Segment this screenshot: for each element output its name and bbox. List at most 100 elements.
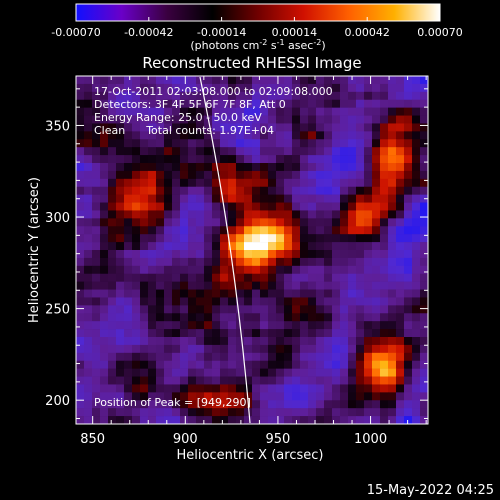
heatmap-cell xyxy=(84,400,93,409)
heatmap-cell xyxy=(124,155,133,164)
heatmap-cell xyxy=(372,218,381,227)
heatmap-cell xyxy=(236,305,245,314)
heatmap-cell xyxy=(180,392,189,401)
heatmap-cell xyxy=(292,202,301,211)
heatmap-cell xyxy=(132,131,141,140)
detectors-annotation: Detectors: 3F 4F 5F 6F 7F 8F, Att 0 xyxy=(94,98,286,111)
heatmap-cell xyxy=(156,91,165,101)
heatmap-cell xyxy=(92,210,101,219)
heatmap-cell xyxy=(356,250,365,259)
heatmap-cell xyxy=(308,131,317,140)
heatmap-cell xyxy=(236,250,245,259)
heatmap-cell xyxy=(348,139,357,148)
heatmap-cell xyxy=(148,313,157,322)
heatmap-cell xyxy=(332,107,341,116)
heatmap-cell xyxy=(116,139,125,148)
heatmap-cell xyxy=(372,76,381,85)
heatmap-cell xyxy=(420,368,428,377)
heatmap-cell xyxy=(92,115,101,124)
heatmap-cell xyxy=(356,281,365,290)
heatmap-cell xyxy=(116,83,125,93)
heatmap-cell xyxy=(260,384,269,393)
heatmap-cell xyxy=(220,344,229,354)
heatmap-cell xyxy=(364,352,373,362)
heatmap-cell xyxy=(284,234,293,243)
heatmap-cell xyxy=(300,170,309,180)
heatmap-cell xyxy=(372,281,381,290)
heatmap-cell xyxy=(332,226,341,235)
heatmap-cell xyxy=(92,344,101,354)
heatmap-cell xyxy=(340,147,349,156)
heatmap-cell xyxy=(188,273,197,282)
heatmap-cell xyxy=(148,352,157,362)
heatmap-cell xyxy=(340,392,349,401)
heatmap-cell xyxy=(420,265,428,275)
heatmap-cell xyxy=(348,400,357,409)
heatmap-cell xyxy=(164,352,173,362)
heatmap-cell xyxy=(140,384,149,393)
heatmap-cell xyxy=(260,392,269,401)
heatmap-cell xyxy=(188,155,197,164)
heatmap-cell xyxy=(164,376,173,385)
heatmap-cell xyxy=(412,416,421,424)
heatmap-cell xyxy=(148,91,157,101)
heatmap-cell xyxy=(76,344,85,354)
heatmap-cell xyxy=(396,99,405,108)
heatmap-cell xyxy=(100,297,109,306)
heatmap-cell xyxy=(108,99,117,108)
heatmap-cell xyxy=(164,115,173,124)
heatmap-cell xyxy=(268,99,277,108)
heatmap-cell xyxy=(244,123,253,132)
heatmap-cell xyxy=(372,107,381,116)
heatmap-cell xyxy=(140,163,149,172)
heatmap-cell xyxy=(116,384,125,393)
heatmap-cell xyxy=(100,234,109,243)
heatmap-cell xyxy=(100,178,109,188)
heatmap-cell xyxy=(236,155,245,164)
heatmap-cell xyxy=(380,131,389,140)
heatmap-cell xyxy=(204,202,213,211)
heatmap-cell xyxy=(380,186,389,195)
heatmap-cell xyxy=(356,123,365,132)
heatmap-cell xyxy=(212,123,221,132)
heatmap-cell xyxy=(396,226,405,235)
heatmap-cell xyxy=(196,329,205,338)
heatmap-cell xyxy=(324,400,333,409)
heatmap-cell xyxy=(244,83,253,93)
heatmap-cell xyxy=(228,226,237,235)
heatmap-cell xyxy=(372,163,381,172)
heatmap-cell xyxy=(388,91,397,101)
heatmap-cell xyxy=(236,313,245,322)
heatmap-cell xyxy=(204,186,213,195)
heatmap-cell xyxy=(316,155,325,164)
heatmap-cell xyxy=(372,289,381,298)
heatmap-cell xyxy=(172,107,181,116)
heatmap-cell xyxy=(396,202,405,211)
heatmap-cell xyxy=(148,234,157,243)
heatmap-cell xyxy=(228,344,237,354)
heatmap-cell xyxy=(220,131,229,140)
heatmap-cell xyxy=(100,408,109,417)
heatmap-cell xyxy=(252,83,261,93)
heatmap-cell xyxy=(404,344,413,354)
heatmap-cell xyxy=(316,400,325,409)
heatmap-cell xyxy=(108,210,117,219)
heatmap-cell xyxy=(308,163,317,172)
heatmap-cell xyxy=(100,139,109,148)
heatmap-cell xyxy=(372,360,381,369)
heatmap-cell xyxy=(76,352,85,362)
heatmap-cell xyxy=(76,360,85,369)
heatmap-cell xyxy=(84,313,93,322)
heatmap-cell xyxy=(172,218,181,227)
heatmap-cell xyxy=(108,147,117,156)
heatmap-cell xyxy=(284,265,293,275)
heatmap-cell xyxy=(204,321,213,330)
heatmap-cell xyxy=(228,329,237,338)
heatmap-cell xyxy=(116,234,125,243)
heatmap-cell xyxy=(148,202,157,211)
heatmap-cell xyxy=(244,329,253,338)
heatmap-cell xyxy=(276,384,285,393)
heatmap-cell xyxy=(212,210,221,219)
heatmap-cell xyxy=(292,289,301,298)
heatmap-cell xyxy=(148,337,157,346)
